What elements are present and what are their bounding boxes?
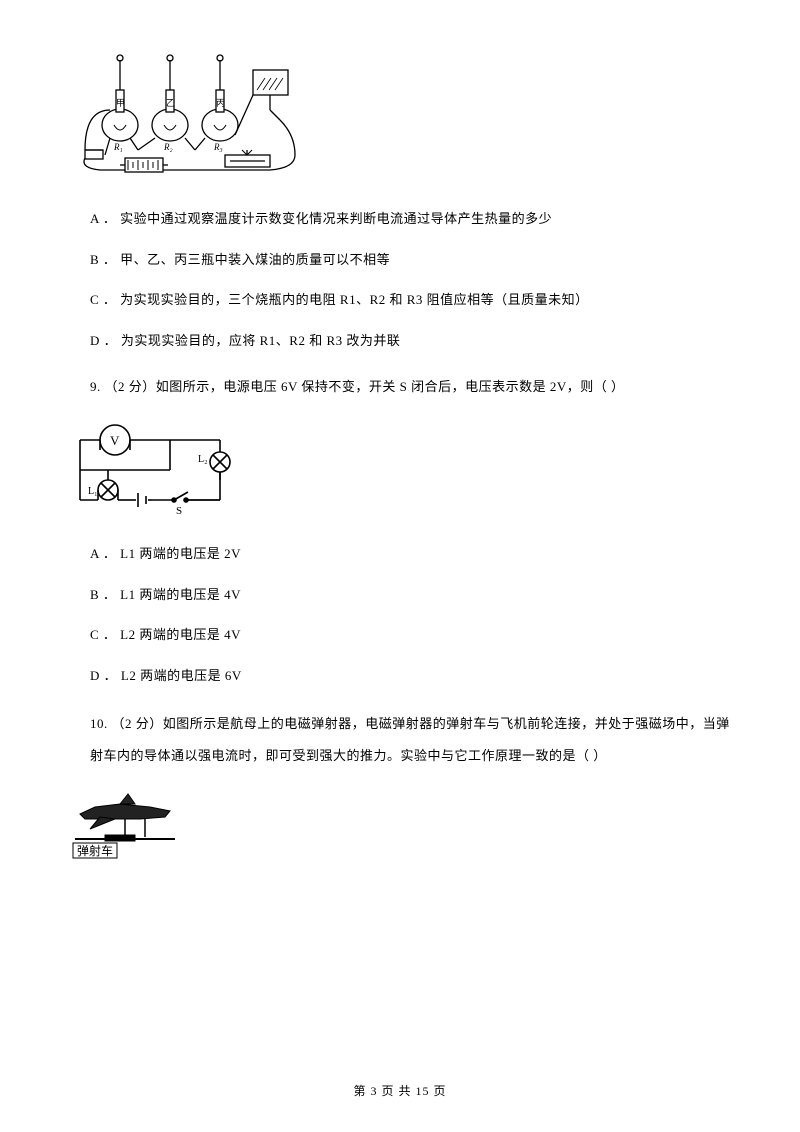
q9-option-b: B ． L1 两端的电压是 4V (90, 581, 730, 610)
q8-option-b: B ． 甲、乙、丙三瓶中装入煤油的质量可以不相等 (90, 246, 730, 275)
svg-text:R₃: R₃ (213, 142, 223, 152)
q8-figure: 甲 R₁ 乙 R₂ (70, 50, 730, 180)
svg-text:S: S (176, 505, 182, 515)
q10-stem-text: 10. （2 分）如图所示是航母上的电磁弹射器，电磁弹射器的弹射车与飞机前轮连接… (90, 716, 730, 762)
aircraft-launcher-diagram: 弹射车 (70, 789, 180, 859)
q9-option-a: A ． L1 两端的电压是 2V (90, 540, 730, 569)
circuit-diagram: V L₁ S (70, 420, 235, 515)
svg-text:丙: 丙 (216, 98, 225, 108)
q9-option-c: C ． L2 两端的电压是 4V (90, 621, 730, 650)
q9-option-d: D ． L2 两端的电压是 6V (90, 662, 730, 691)
q10-caption: 弹射车 (77, 843, 113, 858)
svg-text:乙: 乙 (166, 98, 175, 108)
q8-option-a: A ． 实验中通过观察温度计示数变化情况来判断电流通过导体产生热量的多少 (90, 205, 730, 234)
q10-figure: 弹射车 (70, 789, 730, 859)
svg-text:R₁: R₁ (113, 142, 123, 152)
flask-circuit-diagram: 甲 R₁ 乙 R₂ (70, 50, 310, 180)
svg-text:L₁: L₁ (88, 486, 98, 497)
svg-text:V: V (110, 433, 120, 448)
svg-text:R₂: R₂ (163, 142, 173, 152)
svg-text:甲: 甲 (116, 98, 125, 108)
page-footer: 第 3 页 共 15 页 (0, 1078, 800, 1104)
q8-option-c: C ． 为实现实验目的，三个烧瓶内的电阻 R1、R2 和 R3 阻值应相等（且质… (90, 286, 730, 315)
q8-option-d: D ． 为实现实验目的，应将 R1、R2 和 R3 改为并联 (90, 327, 730, 356)
q9-stem: 9. （2 分）如图所示，电源电压 6V 保持不变，开关 S 闭合后，电压表示数… (90, 373, 730, 402)
q10-stem: 10. （2 分）如图所示是航母上的电磁弹射器，电磁弹射器的弹射车与飞机前轮连接… (90, 708, 730, 770)
q9-figure: V L₁ S (70, 420, 730, 515)
svg-text:L₂: L₂ (198, 454, 208, 465)
